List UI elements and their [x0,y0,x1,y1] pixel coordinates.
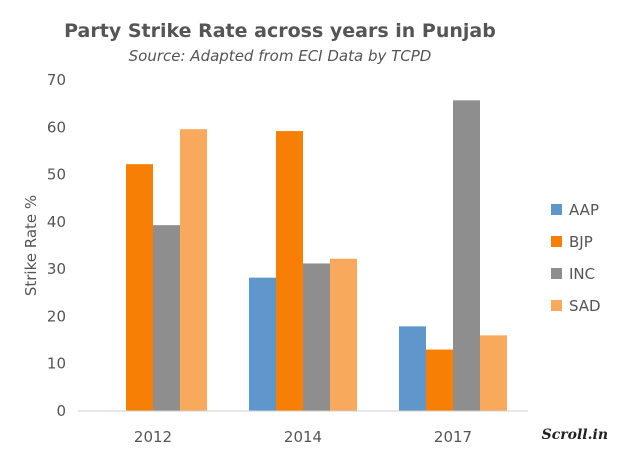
brand-logo: Scroll.in [541,427,608,443]
chart-subtitle: Source: Adapted from ECI Data by TCPD [128,47,432,65]
legend-swatch-bjp [551,236,562,247]
bar-inc-2014 [303,263,330,411]
bar-bjp-2017 [426,349,453,411]
bars [126,100,507,412]
bar-inc-2017 [453,100,480,411]
legend-label-sad: SAD [569,297,601,315]
legend-swatch-aap [551,204,562,215]
legend-label-inc: INC [569,265,595,283]
bar-aap-2014 [249,277,276,411]
x-axis-ticks: 2012 2014 2017 [134,428,472,446]
y-tick-label: 20 [47,307,66,325]
y-axis-label: Strike Rate % [22,195,40,296]
bar-bjp-2014 [276,131,303,411]
y-tick-label: 70 [47,71,66,89]
bar-aap-2017 [399,326,426,411]
bar-inc-2012 [153,225,180,411]
chart-title: Party Strike Rate across years in Punjab [64,20,496,42]
y-tick-label: 60 [47,118,66,136]
y-tick-label: 0 [56,402,66,420]
x-tick-label: 2012 [134,428,172,446]
bar-sad-2014 [330,258,357,411]
legend-swatch-sad [551,300,562,311]
bar-sad-2012 [180,129,207,412]
bar-sad-2017 [480,335,507,411]
legend-swatch-inc [551,268,562,279]
y-tick-label: 50 [47,166,66,184]
bar-bjp-2012 [126,164,153,411]
y-tick-label: 40 [47,213,66,231]
legend: AAP BJP INC SAD [551,201,601,315]
x-tick-label: 2014 [284,428,322,446]
y-axis-ticks: 0 10 20 30 40 50 60 70 [47,71,66,420]
x-tick-label: 2017 [434,428,472,446]
y-tick-label: 10 [47,355,66,373]
legend-label-bjp: BJP [569,233,593,251]
y-tick-label: 30 [47,260,66,278]
legend-label-aap: AAP [569,201,599,219]
